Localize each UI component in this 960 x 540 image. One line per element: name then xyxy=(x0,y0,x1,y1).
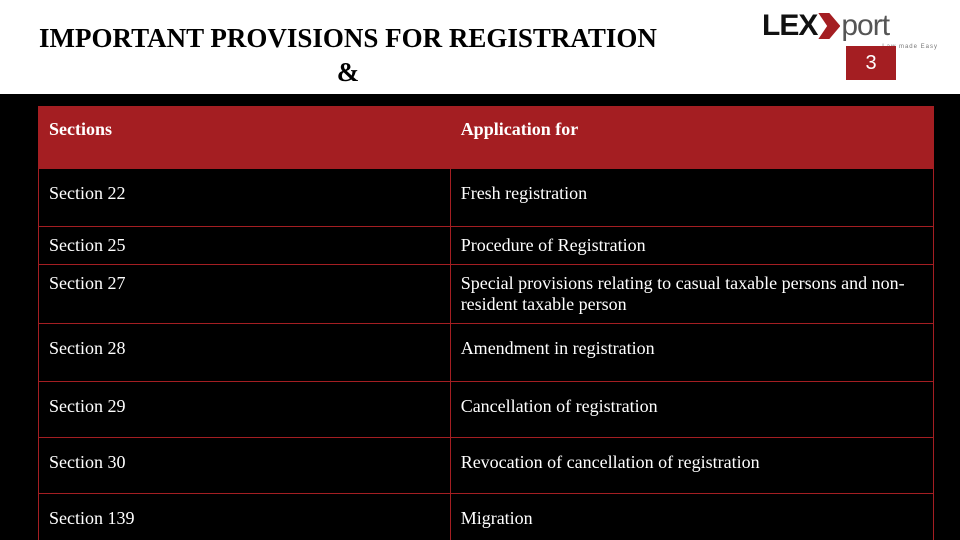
cell-section: Section 25 xyxy=(39,227,451,265)
table-row: Section 30 Revocation of cancellation of… xyxy=(39,438,934,494)
table-row: Section 139 Migration xyxy=(39,494,934,540)
page-number-badge: 3 xyxy=(846,46,896,80)
cell-section: Section 28 xyxy=(39,324,451,382)
cell-section: Section 22 xyxy=(39,169,451,227)
title-line1: IMPORTANT PROVISIONS FOR REGISTRATION & xyxy=(39,23,657,87)
logo-text-lex: LEX xyxy=(762,9,817,43)
cell-application: Cancellation of registration xyxy=(450,382,933,438)
cell-application: Fresh registration xyxy=(450,169,933,227)
table-row: Section 29 Cancellation of registration xyxy=(39,382,934,438)
cell-application: Revocation of cancellation of registrati… xyxy=(450,438,933,494)
table-header-application: Application for xyxy=(450,107,933,169)
cell-section: Section 29 xyxy=(39,382,451,438)
cell-section: Section 30 xyxy=(39,438,451,494)
table-header-sections: Sections xyxy=(39,107,451,169)
table-row: Section 27 Special provisions relating t… xyxy=(39,265,934,324)
logo-mark-icon xyxy=(818,13,840,39)
table-row: Section 25 Procedure of Registration xyxy=(39,227,934,265)
page-number: 3 xyxy=(865,52,876,75)
logo: LEX port Law made Easy xyxy=(762,6,942,46)
provisions-table: Sections Application for Section 22 Fres… xyxy=(38,106,934,540)
table-row: Section 22 Fresh registration xyxy=(39,169,934,227)
cell-application: Procedure of Registration xyxy=(450,227,933,265)
cell-application: Amendment in registration xyxy=(450,324,933,382)
cell-section: Section 27 xyxy=(39,265,451,324)
cell-application: Migration xyxy=(450,494,933,540)
table-row: Section 28 Amendment in registration xyxy=(39,324,934,382)
logo-text-port: port xyxy=(841,9,889,43)
cell-application: Special provisions relating to casual ta… xyxy=(450,265,933,324)
cell-section: Section 139 xyxy=(39,494,451,540)
